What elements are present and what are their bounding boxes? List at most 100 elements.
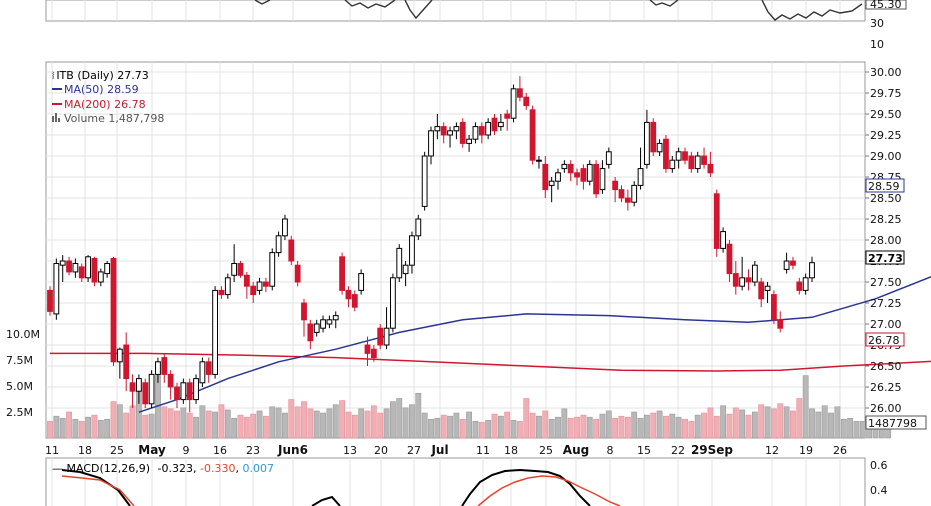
volume-bar — [504, 411, 511, 439]
macd-tick-0.4: 0.4 — [870, 484, 888, 497]
candle-body — [275, 235, 282, 254]
candle-body — [428, 130, 434, 157]
candle — [199, 357, 206, 387]
volume-bar — [377, 412, 384, 439]
candle-body — [580, 168, 587, 182]
volume-bar — [612, 417, 619, 439]
candle — [326, 315, 333, 329]
rsi-panel: 45.30 30 10 — [45, 0, 907, 51]
candle-body — [250, 285, 257, 296]
candle — [758, 277, 765, 308]
volume-bar — [758, 404, 765, 439]
candle — [567, 160, 574, 182]
volume-bar — [802, 375, 809, 439]
candle-body — [155, 361, 161, 375]
candle — [205, 357, 212, 383]
candle — [237, 261, 244, 278]
volume-bar — [148, 413, 155, 439]
candle — [263, 277, 269, 293]
candle — [802, 273, 809, 295]
candle-body — [148, 373, 155, 405]
candle-body — [459, 121, 466, 144]
candle-body — [269, 252, 276, 287]
volume-bar — [256, 410, 263, 439]
volume-bar — [294, 406, 301, 439]
volume-bar — [510, 420, 517, 439]
volume-bar — [707, 407, 714, 439]
candle — [713, 189, 720, 257]
candle-body — [644, 121, 650, 165]
candle-body — [243, 274, 250, 287]
candle-body — [650, 121, 657, 153]
candle — [313, 319, 320, 337]
volume-bar — [694, 414, 701, 439]
candle-body — [282, 218, 288, 237]
candle — [663, 135, 669, 173]
candle — [574, 168, 580, 186]
candle — [548, 177, 555, 203]
candle-body — [574, 172, 580, 178]
candle-body — [180, 382, 187, 401]
candle — [491, 114, 498, 135]
candle — [732, 261, 739, 295]
volume-bar — [282, 412, 288, 439]
candle-body — [364, 344, 371, 354]
price-tick-label: 28.25 — [870, 213, 902, 226]
volume-bar — [815, 411, 822, 439]
ma200-line — [50, 352, 931, 372]
candle-body — [116, 348, 123, 363]
candle — [751, 261, 758, 287]
volume-bar — [751, 411, 758, 439]
candle-body — [605, 151, 612, 165]
candle — [675, 147, 682, 169]
candle — [624, 189, 631, 211]
candle-body — [707, 163, 714, 174]
macd-legend: — MACD(12,26,9) -0.323, -0.330, 0.007 — [52, 462, 274, 475]
candle-body — [205, 361, 212, 375]
volume-bar — [383, 408, 390, 439]
candle-body — [313, 323, 320, 333]
candle-body — [637, 168, 644, 186]
candle — [644, 109, 650, 169]
candle — [180, 378, 187, 404]
volume-tick-label: 7.5M — [6, 354, 33, 367]
candle-body — [453, 126, 460, 132]
candle-body — [771, 294, 777, 321]
volume-bar — [47, 421, 53, 439]
candle-body — [656, 142, 663, 153]
candle — [193, 374, 199, 404]
volume-bar — [732, 407, 739, 439]
volume-bar — [548, 418, 555, 439]
volume-bar — [186, 412, 193, 439]
volume-bar — [853, 421, 860, 439]
candle — [174, 382, 180, 408]
date-tick-label: 23 — [246, 444, 260, 457]
macd-panel: — MACD(12,26,9) -0.323, -0.330, 0.007 0.… — [45, 457, 888, 506]
candle — [282, 214, 288, 240]
candle — [155, 357, 161, 383]
volume-bar — [650, 412, 657, 439]
ma50-last-label: 28.59 — [865, 178, 905, 193]
volume-bar — [605, 410, 612, 439]
price-tick-label: 29.00 — [870, 150, 902, 163]
volume-bar — [434, 417, 441, 439]
candle — [415, 214, 422, 240]
candle — [434, 114, 441, 140]
macd-value: -0.323 — [158, 462, 193, 475]
candle — [764, 282, 771, 303]
candle-body — [491, 117, 498, 132]
volume-bar — [78, 421, 85, 439]
candle — [78, 263, 85, 282]
candle — [142, 378, 149, 408]
candle — [529, 105, 536, 165]
volume-bar — [370, 405, 377, 439]
volume-bar — [466, 411, 472, 439]
candle — [97, 268, 104, 287]
candle — [580, 164, 587, 190]
candle-body — [91, 257, 98, 283]
volume-bar — [288, 399, 295, 439]
candle-body — [536, 159, 542, 162]
candle-body — [478, 126, 485, 136]
svg-text:1487798: 1487798 — [868, 417, 917, 430]
